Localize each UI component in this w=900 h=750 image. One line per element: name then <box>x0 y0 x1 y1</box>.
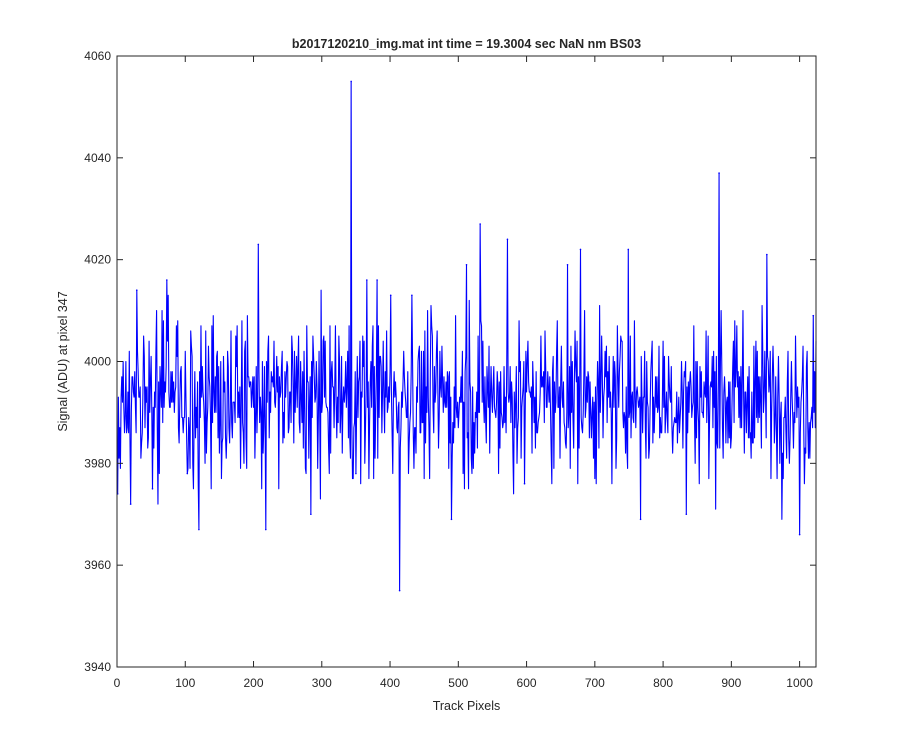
signal-peak-point <box>310 513 312 516</box>
x-tick-label: 500 <box>448 676 468 690</box>
signal-peak-point <box>350 80 352 83</box>
signal-peak-point <box>798 533 801 536</box>
signal-peak-point <box>198 528 200 531</box>
signal-peak-point <box>639 518 642 521</box>
y-axis-label: Signal (ADU) at pixel 347 <box>56 291 70 431</box>
signal-peak-point <box>151 487 154 490</box>
signal-peak-point <box>685 513 688 516</box>
signal-peak-point <box>135 289 138 292</box>
signal-peak-point <box>398 589 401 592</box>
x-tick-label: 700 <box>585 676 605 690</box>
y-tick-label: 4020 <box>84 253 111 267</box>
x-tick-label: 800 <box>653 676 673 690</box>
signal-peak-point <box>186 472 189 475</box>
signal-peak-point <box>450 518 453 521</box>
signal-peak-point <box>166 279 168 281</box>
signal-peak-point <box>523 482 526 485</box>
signal-peak-point <box>579 248 582 251</box>
signal-peak-point <box>411 294 413 297</box>
signal-peak-point <box>129 503 132 505</box>
signal-peak-point <box>812 314 815 317</box>
series-layer <box>116 80 817 592</box>
signal-peak-point <box>627 248 630 251</box>
x-tick-label: 600 <box>517 676 537 690</box>
y-tick-label: 4000 <box>84 355 111 369</box>
x-tick-label: 100 <box>175 676 195 690</box>
signal-peak-point <box>465 263 468 266</box>
signal-peak-point <box>718 172 720 174</box>
x-tick-label: 200 <box>244 676 264 690</box>
y-tick-label: 4060 <box>84 49 111 63</box>
signal-trace-line <box>117 80 817 592</box>
axes-box <box>116 55 817 668</box>
ticks-layer: 0 100 200 300 400 500 600 700 800 900 1000 3940 3960… <box>84 49 816 690</box>
signal-peak-point <box>566 263 569 266</box>
signal-peak-point <box>257 243 260 246</box>
signal-peak-point <box>366 279 368 281</box>
signal-peak-point <box>355 472 357 475</box>
signal-peak-point <box>506 238 509 241</box>
y-tick-label: 3940 <box>84 660 111 674</box>
y-tick-label: 3960 <box>84 558 111 572</box>
x-tick-label: 1000 <box>786 676 813 690</box>
signal-peak-point <box>265 528 267 531</box>
x-tick-label: 400 <box>380 676 400 690</box>
signal-peak-point <box>376 279 378 281</box>
signal-peak-point <box>479 223 481 225</box>
signal-peak-point <box>389 294 392 297</box>
signal-peak-point <box>766 253 768 256</box>
x-tick-label: 300 <box>312 676 332 690</box>
x-tick-label: 900 <box>721 676 741 690</box>
y-tick-label: 3980 <box>84 456 111 470</box>
x-axis-label: Track Pixels <box>433 699 501 713</box>
chart-title: b2017120210_img.mat int time = 19.3004 s… <box>292 37 641 51</box>
x-tick-label: 0 <box>114 676 121 690</box>
y-tick-label: 4040 <box>84 151 111 165</box>
